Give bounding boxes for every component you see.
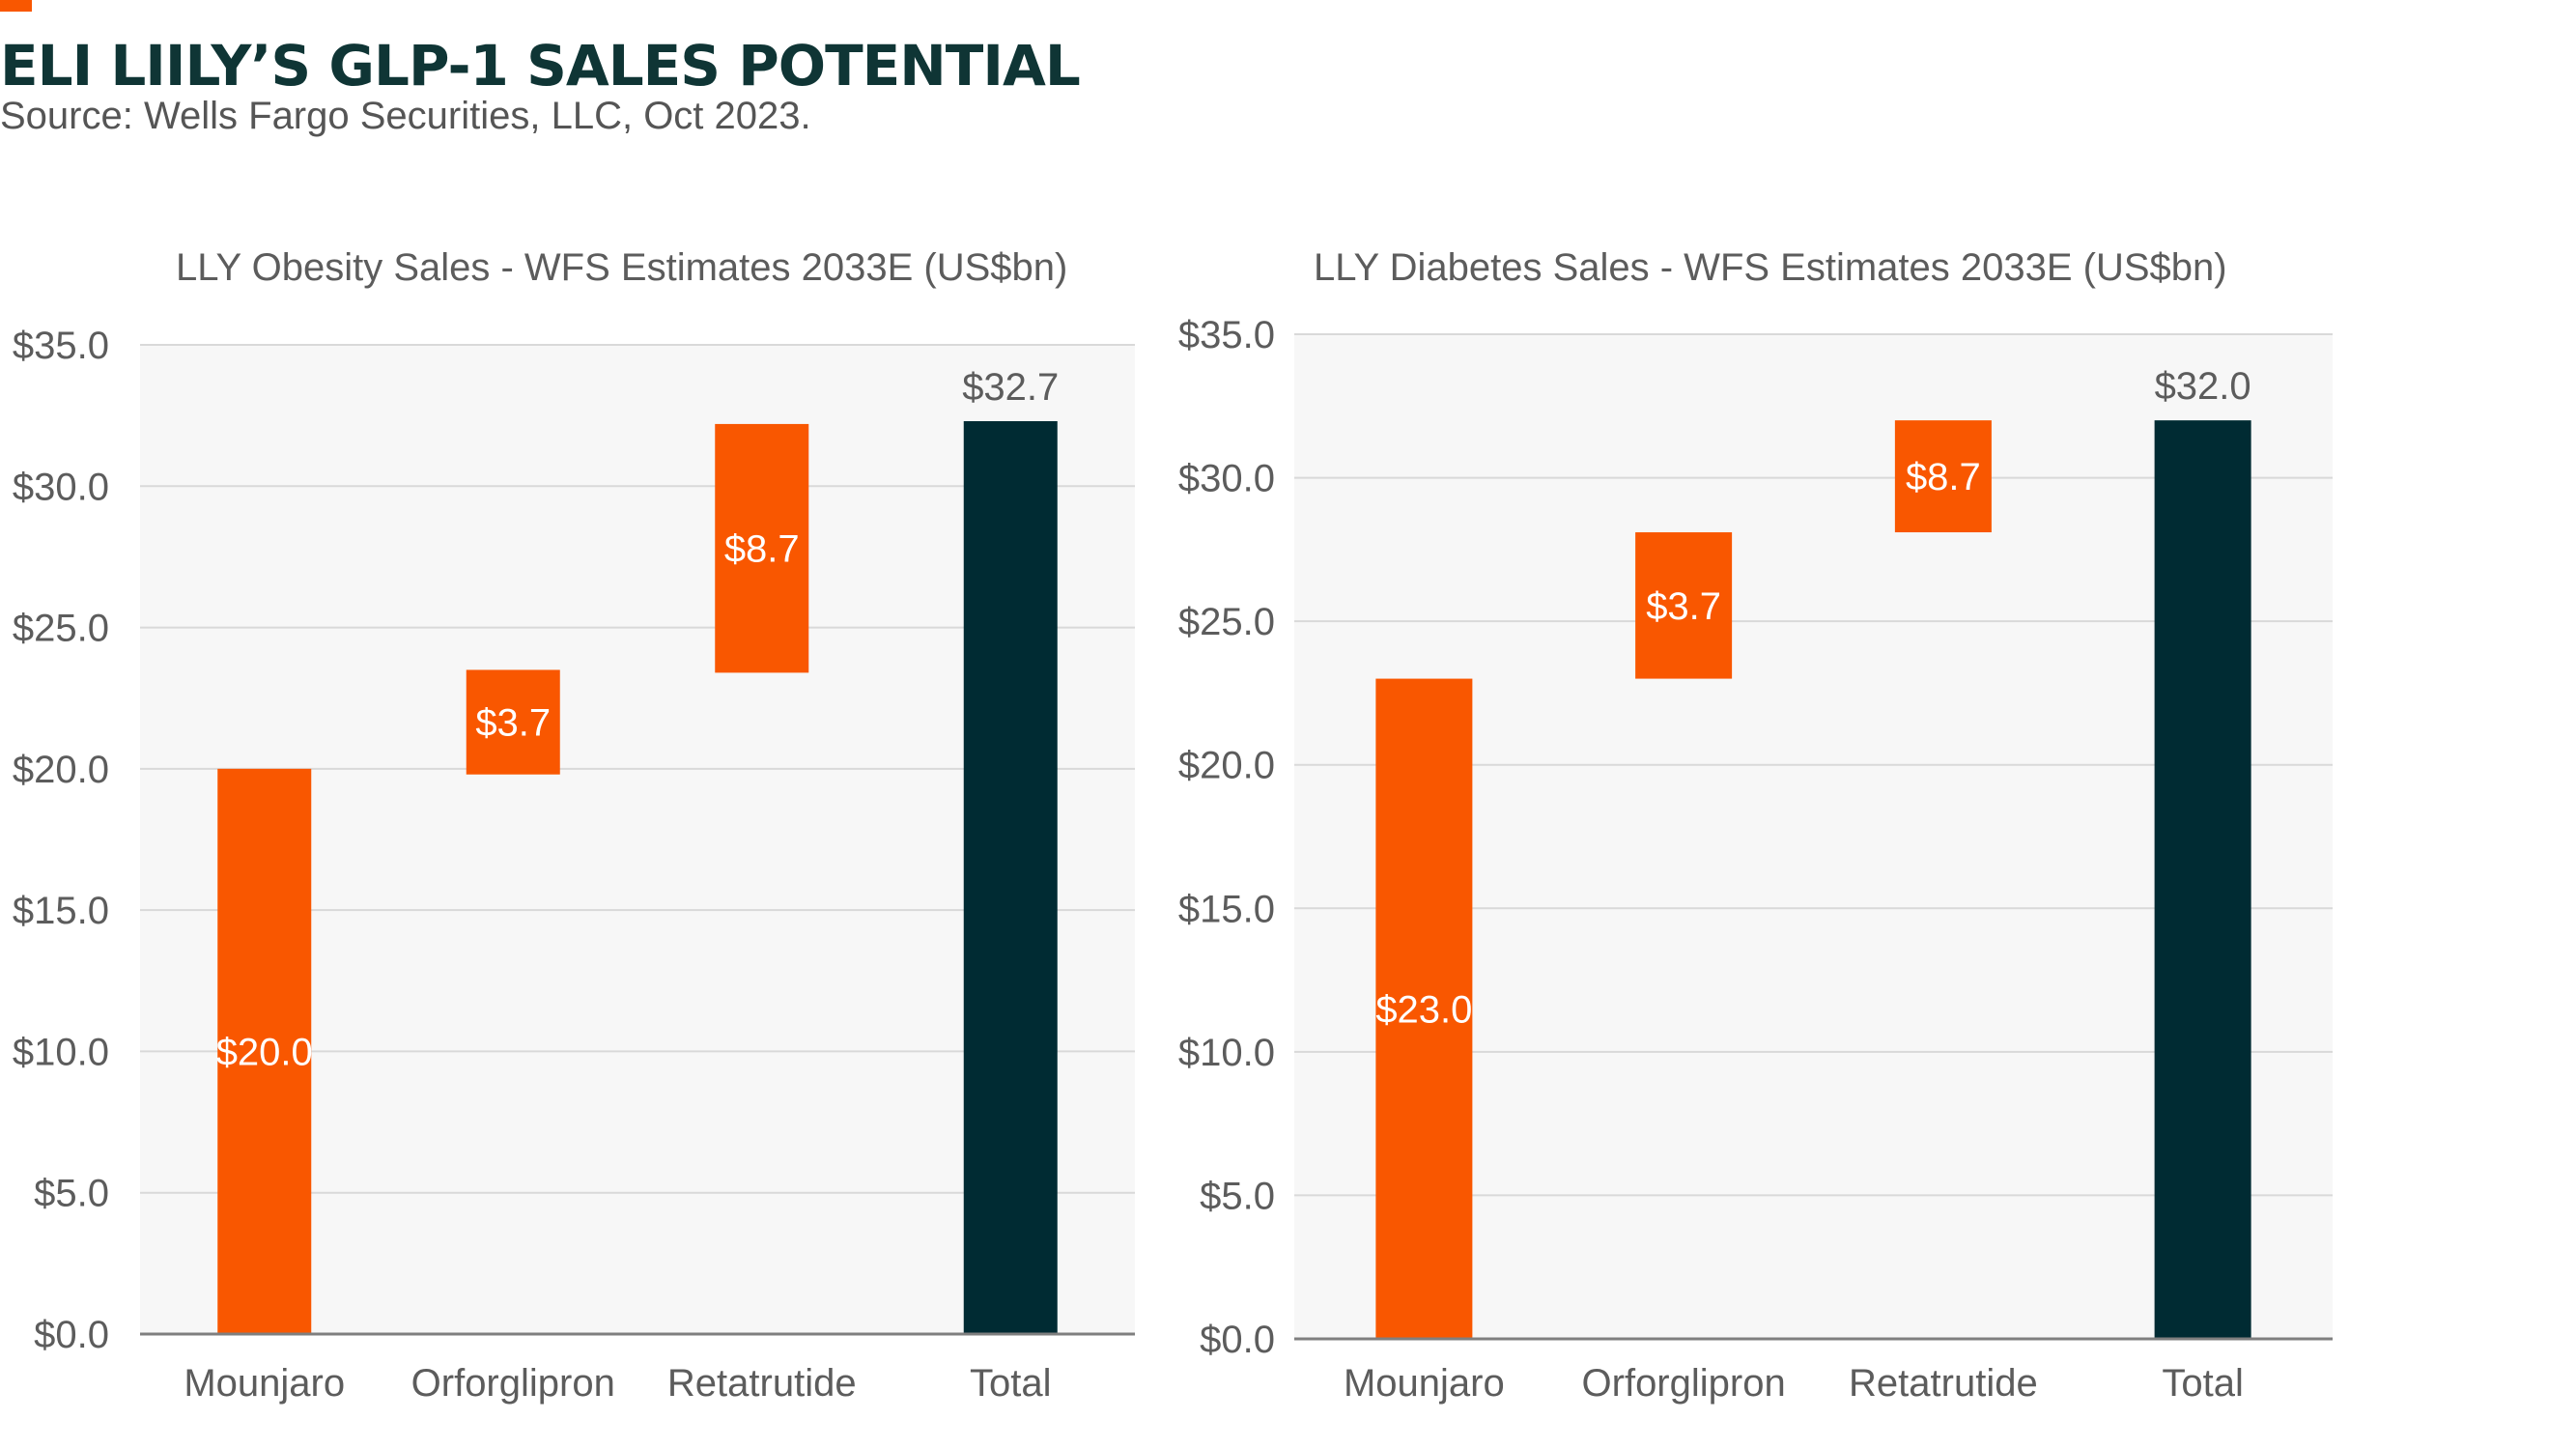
chart-2-data-label: $3.7 [1646,585,1721,628]
chart-1-title: LLY Obesity Sales - WFS Estimates 2033E … [176,246,1067,289]
chart-2-y-tick-label: $35.0 [1178,314,1275,356]
chart-1-bar-total [963,420,1058,1335]
chart-1-data-label: $8.7 [724,528,800,571]
page-subtitle: Source: Wells Fargo Securities, LLC, Oct… [0,95,811,137]
chart-2-y-tick-label: $15.0 [1178,888,1275,930]
chart-1-y-tick-label: $30.0 [13,466,109,508]
chart-1-x-tick-label: Retatrutide [667,1362,857,1405]
chart-1-x-tick-label: Total [970,1362,1052,1405]
chart-1-x-tick-label: Orforglipron [411,1362,615,1405]
chart-1-bar-retatrutide [715,423,809,673]
chart-1-data-label: $20.0 [216,1031,313,1073]
chart-1-y-tick-label: $20.0 [13,749,109,791]
chart-2-x-tick-label: Retatrutide [1849,1362,2038,1405]
chart-2-data-label: $23.0 [1375,988,1472,1031]
chart-1-y-tick-label: $0.0 [34,1314,109,1356]
chart-1-data-label: $3.7 [475,702,551,745]
header-accent-tab [0,0,32,12]
chart-2-y-tick-label: $30.0 [1178,458,1275,500]
chart-1-y-tick-label: $35.0 [13,325,109,367]
chart-2-bar-retatrutide [1894,420,1992,533]
chart-2-y-tick-label: $25.0 [1178,601,1275,643]
chart-2-bar-total [2154,420,2251,1340]
chart-2-data-label: $8.7 [1906,456,1981,498]
chart-1-x-tick-label: Mounjaro [184,1362,345,1405]
chart-1-y-tick-label: $10.0 [13,1031,109,1073]
chart-1-y-tick-label: $15.0 [13,890,109,932]
chart-1-y-tick-label: $5.0 [34,1173,109,1215]
chart-2-data-label: $32.0 [2155,365,2251,408]
page-title: ELI LIILY’S GLP-1 SALES POTENTIAL [0,33,1081,99]
chart-2-y-tick-label: $20.0 [1178,745,1275,787]
chart-2-y-tick-label: $0.0 [1200,1319,1275,1361]
chart-2-title: LLY Diabetes Sales - WFS Estimates 2033E… [1314,246,2227,289]
chart-1-y-tick-label: $25.0 [13,608,109,650]
chart-1-bar-mounjaro [217,768,312,1334]
chart-2-y-tick-label: $5.0 [1200,1175,1275,1217]
chart-1-data-label: $32.7 [962,366,1059,409]
chart-2-x-tick-label: Total [2162,1362,2244,1405]
chart-2-x-tick-label: Mounjaro [1344,1362,1505,1405]
chart-2-y-tick-label: $10.0 [1178,1032,1275,1074]
chart-2-bar-mounjaro [1375,678,1473,1339]
chart-2-x-tick-label: Orforglipron [1582,1362,1786,1405]
chart-2-bar-orforglipron [1635,532,1733,679]
chart-1-bar-orforglipron [466,669,560,775]
